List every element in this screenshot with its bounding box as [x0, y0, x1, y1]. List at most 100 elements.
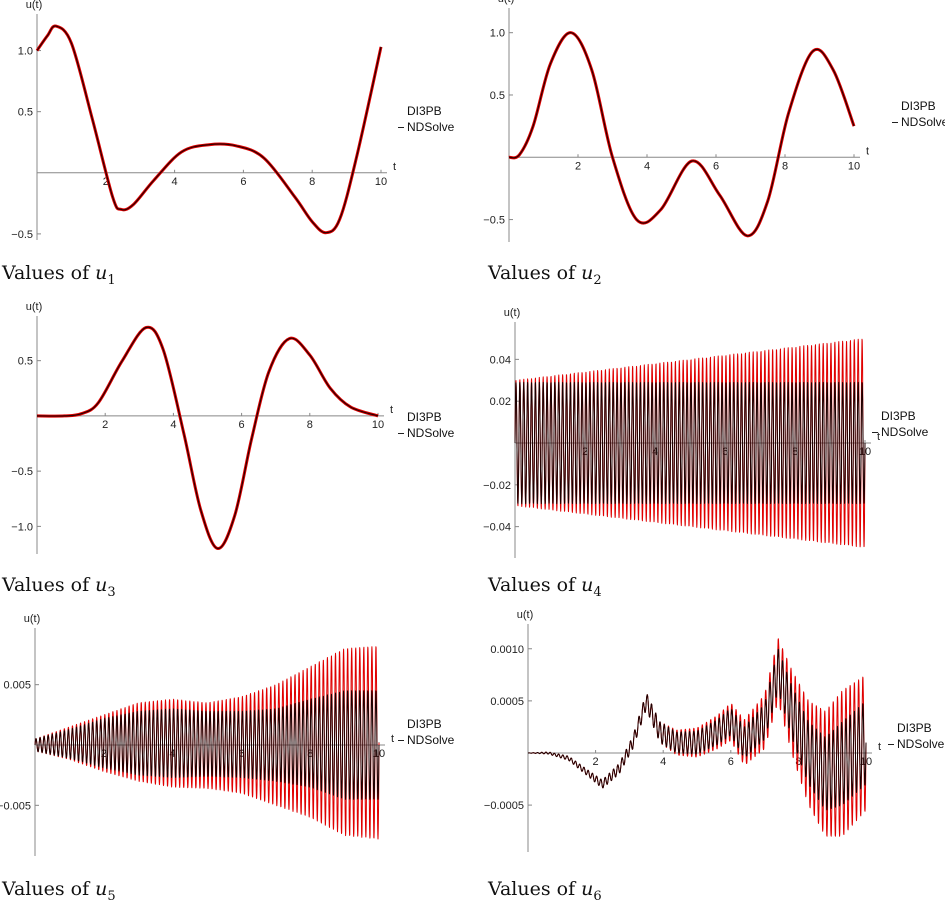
x-tick-label: 6 [728, 756, 734, 768]
series-line-ndsolve [508, 32, 855, 237]
series-line-ndsolve [514, 381, 866, 505]
caption-variable: u [95, 878, 108, 900]
x-tick-label: 4 [660, 756, 666, 768]
y-tick-label: −0.005 [0, 800, 31, 812]
legend-swatch [398, 432, 404, 434]
y-axis-label: u(t) [26, 301, 43, 313]
y-axis-label: u(t) [517, 609, 534, 621]
legend-label: NDSolve [897, 737, 945, 751]
y-axis-label: u(t) [26, 0, 43, 11]
y-tick-label: −0.5 [483, 215, 505, 227]
series-line-ndsolve [34, 690, 380, 800]
x-tick-label: 8 [307, 419, 313, 431]
legend-swatch [888, 728, 894, 729]
legend-item-di3pb: DI3PB [888, 720, 944, 736]
y-tick-label: 0.04 [490, 354, 511, 366]
y-axis-label: u(t) [504, 307, 521, 319]
legend-item-ndsolve: NDSolve [888, 736, 944, 752]
y-axis-label: u(t) [498, 0, 515, 5]
series-line-ndsolve [36, 25, 382, 234]
legend-label: DI3PB [407, 717, 442, 731]
caption-subscript: 4 [593, 584, 602, 600]
legend-item-ndsolve: NDSolve [398, 425, 454, 441]
x-tick-label: 10 [372, 419, 384, 431]
x-tick-label: 2 [102, 419, 108, 431]
chart-legend: DI3PB NDSolve [398, 716, 454, 748]
y-tick-label: −0.0005 [484, 800, 524, 812]
y-tick-label: −0.02 [483, 480, 511, 492]
x-tick-label: 8 [309, 176, 315, 188]
chart-panel-u5: u(t) t 2 4 6 8 10 −0.005 0.005 DI3PB NDSolve Val… [0, 604, 472, 906]
caption-variable: u [581, 878, 594, 900]
x-axis-label: t [877, 431, 880, 443]
legend-label: NDSolve [881, 425, 929, 439]
chart-panel-u2: u(t) t 2 4 6 8 10 −0.5 0.5 1.0 DI3PB NDSolve Valu… [472, 0, 945, 302]
y-tick-label: 0.0005 [490, 696, 524, 708]
x-tick-label: 4 [644, 160, 650, 172]
legend-item-di3pb: DI3PB [872, 408, 928, 424]
legend-swatch [398, 417, 404, 418]
y-tick-label: 0.0010 [490, 644, 524, 656]
legend-swatch [888, 743, 894, 745]
x-axis-label: t [393, 161, 396, 173]
chart-legend: DI3PB NDSolve [398, 103, 454, 135]
caption-subscript: 3 [107, 584, 116, 600]
legend-item-ndsolve: NDSolve [398, 119, 454, 135]
legend-item-di3pb: DI3PB [398, 716, 454, 732]
series-line-di3pb [35, 24, 383, 235]
legend-swatch [892, 106, 898, 107]
chart-legend: DI3PB NDSolve [398, 409, 454, 441]
x-tick-label: 4 [172, 176, 178, 188]
y-tick-label: −1.0 [11, 521, 33, 533]
series-line-di3pb [36, 325, 379, 550]
x-axis-label: t [866, 145, 869, 157]
y-tick-label: −0.5 [11, 466, 33, 478]
legend-item-di3pb: DI3PB [398, 103, 454, 119]
chart-plot-u4: u(t)t2 4 6 8 10−0.04−0.020.020.04 [483, 307, 880, 558]
x-tick-label: 10 [848, 160, 860, 172]
legend-swatch [398, 724, 404, 725]
x-tick-label: 10 [375, 176, 387, 188]
caption-prefix: Values of [488, 262, 582, 284]
chart-plot-u2: u(t) t 2 4 6 8 10 −0.5 0.5 1.0 [483, 0, 869, 242]
y-tick-label: 0.005 [3, 680, 31, 692]
caption-prefix: Values of [488, 574, 582, 596]
caption-u1: Values of u1 [2, 262, 116, 288]
legend-label: DI3PB [407, 410, 442, 424]
x-axis-label: t [878, 741, 881, 753]
legend-label: NDSolve [901, 115, 945, 129]
chart-panel-u4: u(t) t 2 4 6 8 10 −0.04 −0.02 0.02 0.04 DI3PB NDSo… [472, 302, 944, 604]
caption-variable: u [95, 574, 108, 596]
legend-label: NDSolve [407, 426, 455, 440]
legend-swatch [872, 416, 878, 417]
legend-label: DI3PB [407, 104, 442, 118]
chart-legend: DI3PB NDSolve [892, 98, 945, 130]
x-tick-label: 2 [103, 176, 109, 188]
legend-item-ndsolve: NDSolve [398, 732, 454, 748]
y-tick-label: 0.5 [18, 356, 33, 368]
caption-u6: Values of u6 [488, 878, 602, 904]
caption-subscript: 6 [593, 888, 602, 904]
caption-u4: Values of u4 [488, 574, 602, 600]
legend-swatch [872, 431, 878, 433]
chart-legend: DI3PB NDSolve [872, 408, 928, 440]
x-tick-label: 6 [240, 176, 246, 188]
legend-item-di3pb: DI3PB [398, 409, 454, 425]
y-tick-label: 1.0 [490, 28, 505, 40]
legend-item-di3pb: DI3PB [892, 98, 945, 114]
caption-subscript: 5 [107, 888, 116, 904]
series-line-ndsolve [527, 648, 867, 811]
chart-plot-u3: u(t) t 2 4 6 8 10 −1.0 −0.5 0.5 [11, 301, 393, 554]
legend-item-ndsolve: NDSolve [892, 114, 945, 130]
chart-panel-u1: u(t) t 2 4 6 8 10 −0.5 0.5 1.0 DI3PB NDSolve Valu… [0, 0, 472, 302]
caption-u5: Values of u5 [2, 878, 116, 904]
y-tick-label: −0.5 [11, 229, 33, 241]
y-tick-label: 0.5 [490, 90, 505, 102]
legend-swatch [398, 126, 404, 128]
chart-legend: DI3PB NDSolve [888, 720, 944, 752]
x-tick-label: 8 [782, 160, 788, 172]
chart-plot-u1: u(t) t 2 4 6 8 10 −0.5 0.5 1.0 [11, 0, 396, 241]
caption-prefix: Values of [2, 262, 96, 284]
legend-label: NDSolve [407, 733, 455, 747]
